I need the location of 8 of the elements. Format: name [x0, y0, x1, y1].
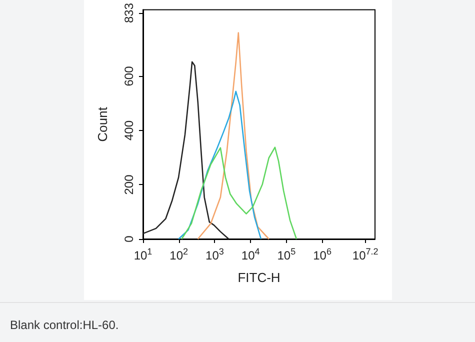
text: Blank control:HL-60.: [10, 318, 119, 332]
y-axis-title: Count: [95, 106, 110, 142]
y-tick-label: 400: [122, 120, 136, 140]
y-tick-label: 0: [122, 235, 136, 242]
y-tick-label: 600: [122, 66, 136, 86]
y-tick-label: 833: [122, 2, 136, 24]
y-tick-label: 200: [122, 174, 136, 195]
x-axis-title: FITC-H: [238, 270, 280, 285]
